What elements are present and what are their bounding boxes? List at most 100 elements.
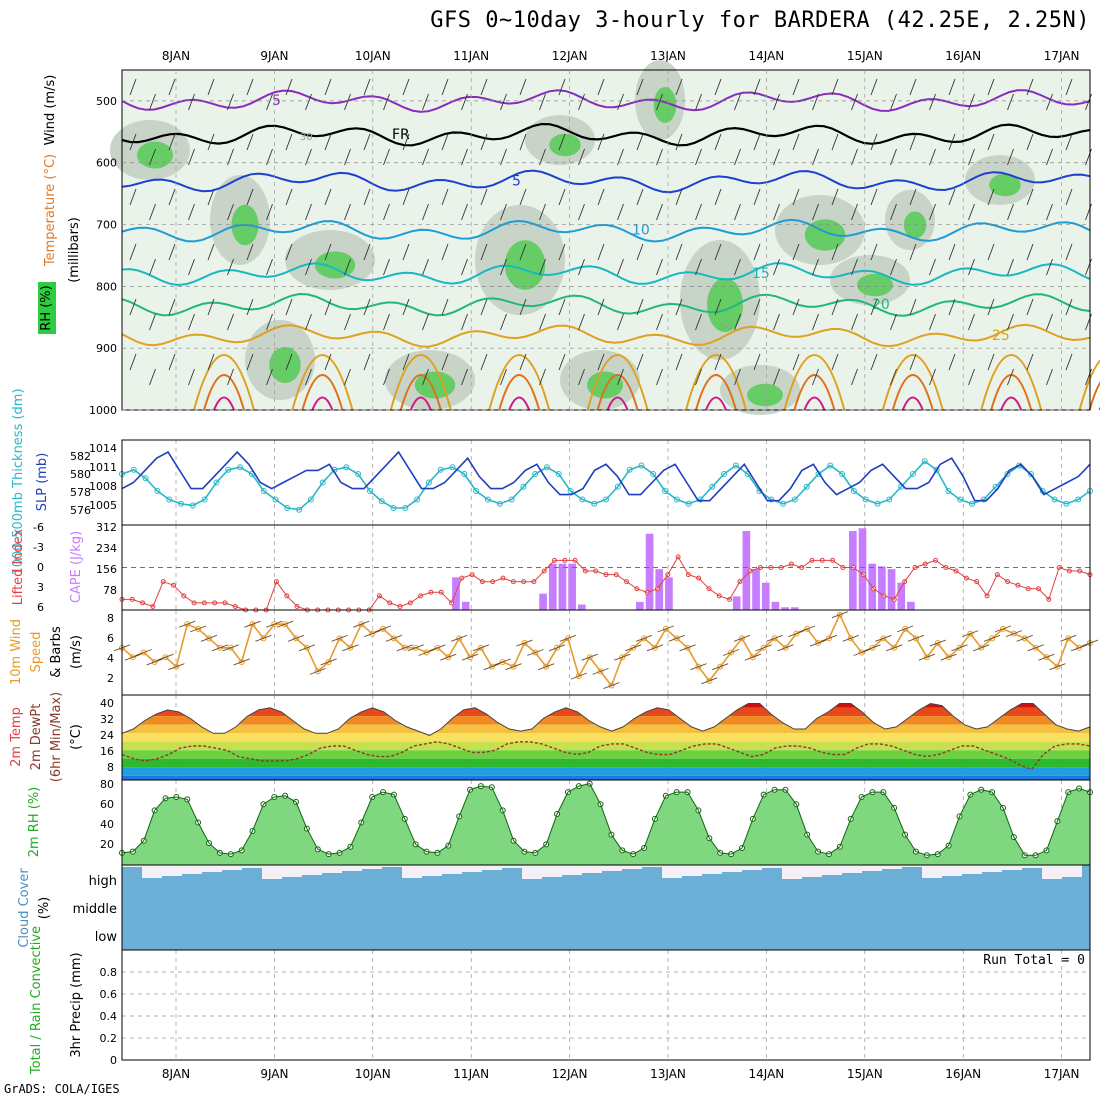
wind-barb — [734, 368, 741, 386]
wind-barb — [461, 313, 468, 331]
wind-barb — [246, 78, 254, 96]
date-label-top: 12JAN — [552, 49, 588, 63]
wind-barb — [246, 353, 254, 371]
wind-barb — [344, 93, 351, 111]
warm-dome-inner — [301, 374, 344, 411]
cloud-level-label: low — [95, 930, 118, 945]
wind-barb — [909, 133, 917, 151]
wind-barb — [675, 188, 683, 206]
wind-barb-10m — [309, 667, 326, 675]
wind-barb-10m — [374, 625, 392, 633]
wind-barb — [305, 148, 312, 166]
cloud-gap — [702, 865, 722, 874]
cloud-gap — [342, 865, 362, 871]
wind-barb — [324, 298, 332, 316]
cloud-gap — [522, 865, 542, 879]
temp-ylabel-1: 2m Temp — [9, 707, 24, 767]
wind-barb — [792, 243, 800, 261]
upper-air-ytick: 900 — [96, 342, 117, 355]
wind-barb — [500, 258, 507, 276]
wind-barb-10m — [342, 644, 359, 652]
wind-barb-10m — [657, 625, 674, 633]
wind-barb — [695, 258, 702, 276]
cape-bar — [548, 563, 557, 610]
wind-barb — [636, 78, 644, 96]
wind-barb — [383, 203, 390, 221]
wind-barb — [656, 258, 663, 276]
cloud-gap — [842, 865, 862, 873]
cape-bar — [568, 563, 576, 610]
contour-label: FR — [392, 127, 410, 143]
cloud-gap — [262, 865, 282, 879]
wind-barb-10m — [1005, 630, 1023, 638]
wind-barb-10m — [592, 667, 609, 675]
wind-barb — [168, 133, 176, 151]
cloud-gap — [162, 865, 182, 876]
cloud-gap — [362, 865, 382, 869]
wind-barb-10m — [287, 634, 305, 642]
wind-barb-10m — [200, 634, 218, 642]
wind-barb — [519, 353, 527, 371]
wind-barb-10m — [211, 644, 229, 652]
cape-bar — [761, 582, 770, 610]
cloud-gap — [322, 865, 342, 873]
rh-shade-high — [587, 371, 623, 399]
wind-barb — [753, 78, 761, 96]
wind-barb-10m — [1016, 634, 1033, 642]
cloud-gap — [1022, 865, 1042, 868]
rh-shade-high — [903, 211, 927, 239]
rh-shade-high — [137, 141, 173, 169]
wind-barb — [539, 148, 546, 166]
wind-barb-10m — [875, 634, 892, 642]
wind-barb — [168, 298, 176, 316]
wind-barb — [851, 148, 858, 166]
wind-barb — [1026, 188, 1034, 206]
cloud-gap — [1002, 865, 1022, 870]
temp-band — [122, 741, 1090, 751]
contour-label: 5 — [512, 173, 521, 189]
warm-dome — [881, 354, 944, 411]
date-label-bottom: 13JAN — [650, 1067, 686, 1081]
warm-dome-inner — [596, 374, 639, 411]
wind-barb — [363, 243, 371, 261]
li-tick: 0 — [37, 561, 44, 574]
wind-barb — [578, 313, 585, 331]
slp-tick: 1008 — [89, 480, 117, 493]
temperature-contour — [121, 218, 1091, 243]
wind-barb-10m — [907, 634, 925, 642]
wind-barb — [422, 368, 429, 386]
wind-barb — [422, 148, 429, 166]
wind-barb — [1007, 313, 1014, 331]
wind-barb — [441, 243, 449, 261]
wind-barb — [636, 353, 644, 371]
wind-ylabel-3: & Barbs — [49, 626, 64, 678]
rh-shade-high — [653, 87, 677, 123]
wind-barb — [695, 203, 702, 221]
wind-tick: 8 — [107, 612, 114, 625]
wind-barb — [1026, 133, 1034, 151]
wind-barb — [324, 78, 332, 96]
cloud-ylabel: Cloud Cover — [17, 868, 32, 948]
wind-barb — [792, 298, 800, 316]
wind-barb — [909, 243, 917, 261]
wind-barb — [1046, 203, 1053, 221]
wind-barb-10m — [614, 653, 631, 661]
contour-label: 15 — [752, 266, 770, 282]
wind-barb — [636, 133, 644, 151]
wind-barb — [1007, 258, 1014, 276]
wind-barb — [129, 133, 137, 151]
rh-shade-high — [314, 251, 356, 279]
wind-barb — [948, 353, 956, 371]
cape-bar — [558, 563, 567, 610]
rh-tick: 40 — [100, 818, 114, 831]
cape-bar — [887, 569, 896, 610]
rh-shade-high — [989, 173, 1021, 197]
warm-dome-inner — [498, 374, 541, 411]
wind-barb — [675, 243, 683, 261]
wind-ylabel-1: 10m Wind — [9, 619, 24, 685]
wind-barb — [422, 93, 429, 111]
upper-air-ylabel-wind: Wind (m/s) — [43, 75, 58, 146]
date-label-top: 10JAN — [355, 49, 391, 63]
rh-legend-swatch — [38, 282, 56, 334]
wind-barb — [266, 203, 273, 221]
